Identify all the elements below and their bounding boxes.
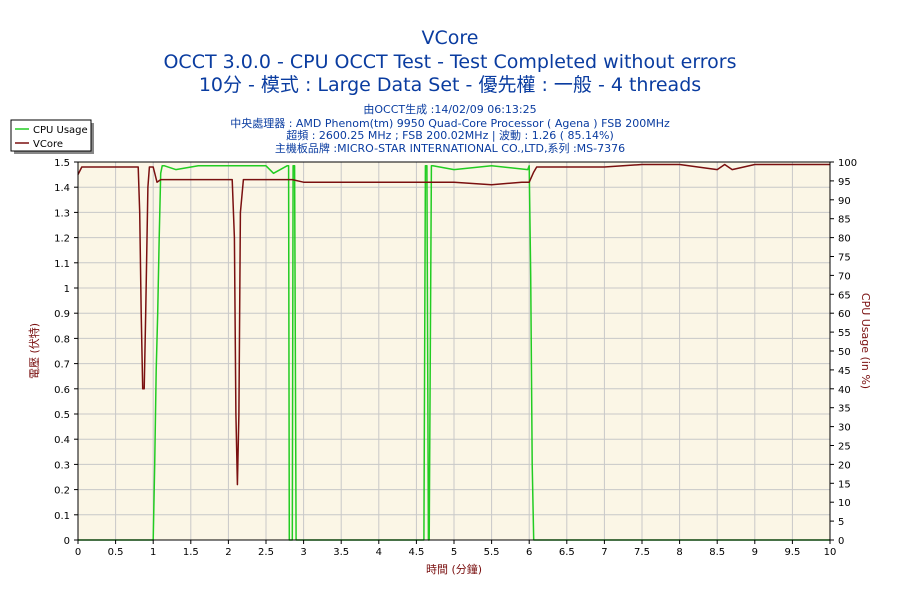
y-left-tick-label: 0.2 <box>54 486 70 497</box>
legend-label-cpu-usage: CPU Usage <box>33 125 88 136</box>
chart-subtitle-test: OCCT 3.0.0 - CPU OCCT Test - Test Comple… <box>163 51 737 73</box>
y-right-tick-label: 60 <box>838 309 851 320</box>
x-tick-label: 4 <box>376 547 382 558</box>
y-right-tick-label: 70 <box>838 271 851 282</box>
y-right-tick-label: 65 <box>838 290 851 301</box>
y-right-tick-label: 25 <box>838 442 851 453</box>
y-left-tick-label: 0.6 <box>54 385 70 396</box>
y-left-tick-label: 0.3 <box>54 460 70 471</box>
y-left-tick-label: 0.5 <box>54 410 70 421</box>
y-right-tick-label: 95 <box>838 177 851 188</box>
y-left-tick-label: 0.8 <box>54 334 70 345</box>
y-right-tick-label: 5 <box>838 517 844 528</box>
x-tick-label: 6.5 <box>559 547 575 558</box>
y-left-tick-label: 0.9 <box>54 309 70 320</box>
chart-subtitle-mode: 10分 - 模式 : Large Data Set - 優先權 : 一般 - 4… <box>198 74 702 96</box>
y-right-tick-label: 45 <box>838 366 851 377</box>
x-tick-label: 7 <box>601 547 607 558</box>
x-tick-label: 4.5 <box>408 547 424 558</box>
legend: CPU Usage VCore <box>10 119 94 154</box>
y-left-tick-label: 1.1 <box>54 259 70 270</box>
info-generated: 由OCCT生成 :14/02/09 06:13:25 <box>363 103 537 116</box>
y-right-tick-label: 80 <box>838 234 851 245</box>
y-left-tick-label: 1.3 <box>54 208 70 219</box>
y-left-tick-label: 1.4 <box>54 183 70 194</box>
x-tick-label: 0 <box>75 547 81 558</box>
y-right-tick-label: 100 <box>838 158 857 169</box>
x-tick-label: 1 <box>150 547 156 558</box>
y-right-tick-label: 90 <box>838 196 851 207</box>
y-left-tick-label: 1.2 <box>54 234 70 245</box>
info-overclock: 超頻 : 2600.25 MHz ; FSB 200.02MHz | 波動 : … <box>286 129 614 142</box>
y-right-tick-label: 40 <box>838 385 851 396</box>
x-tick-label: 8 <box>676 547 682 558</box>
x-tick-label: 1.5 <box>183 547 199 558</box>
x-tick-label: 9.5 <box>784 547 800 558</box>
x-tick-label: 10 <box>824 547 837 558</box>
info-motherboard: 主機板品牌 :MICRO-STAR INTERNATIONAL CO.,LTD,… <box>274 142 626 155</box>
x-tick-label: 0.5 <box>108 547 124 558</box>
y-left-tick-label: 0.1 <box>54 511 70 522</box>
y-axis-left-label: 電壓 (伏特) <box>27 323 41 379</box>
series-line-vcore <box>77 163 830 486</box>
x-tick-label: 9 <box>752 547 758 558</box>
y-right-tick-label: 0 <box>838 536 844 547</box>
y-right-tick-label: 15 <box>838 479 851 490</box>
y-right-tick-label: 35 <box>838 404 851 415</box>
y-right-tick-label: 20 <box>838 460 851 471</box>
chart-title: VCore <box>421 27 479 49</box>
x-tick-label: 3.5 <box>333 547 349 558</box>
x-tick-label: 2.5 <box>258 547 274 558</box>
x-tick-label: 5.5 <box>484 547 500 558</box>
y-left-tick-label: 0.4 <box>54 435 70 446</box>
legend-label-vcore: VCore <box>33 139 63 150</box>
x-tick-label: 6 <box>526 547 532 558</box>
y-left-tick-label: 0 <box>64 536 70 547</box>
y-right-tick-label: 75 <box>838 253 851 264</box>
y-axis-right-label: CPU Usage (in %) <box>859 293 872 389</box>
x-tick-label: 7.5 <box>634 547 650 558</box>
info-cpu: 中央處理器 : AMD Phenom(tm) 9950 Quad-Core Pr… <box>230 117 670 130</box>
y-left-tick-label: 1.5 <box>54 158 70 169</box>
x-tick-label: 2 <box>225 547 231 558</box>
series-line-cpu-usage <box>78 165 830 541</box>
y-left-tick-label: 1 <box>64 284 70 295</box>
x-tick-label: 3 <box>300 547 306 558</box>
y-right-tick-label: 55 <box>838 328 851 339</box>
y-right-tick-label: 30 <box>838 423 851 434</box>
y-right-tick-label: 85 <box>838 215 851 226</box>
y-right-tick-label: 10 <box>838 498 851 509</box>
x-tick-label: 8.5 <box>709 547 725 558</box>
legend-box <box>10 119 92 152</box>
y-left-tick-label: 0.7 <box>54 360 70 371</box>
x-axis-label: 時間 (分鐘) <box>426 562 482 576</box>
y-right-tick-label: 50 <box>838 347 851 358</box>
x-tick-label: 5 <box>451 547 457 558</box>
